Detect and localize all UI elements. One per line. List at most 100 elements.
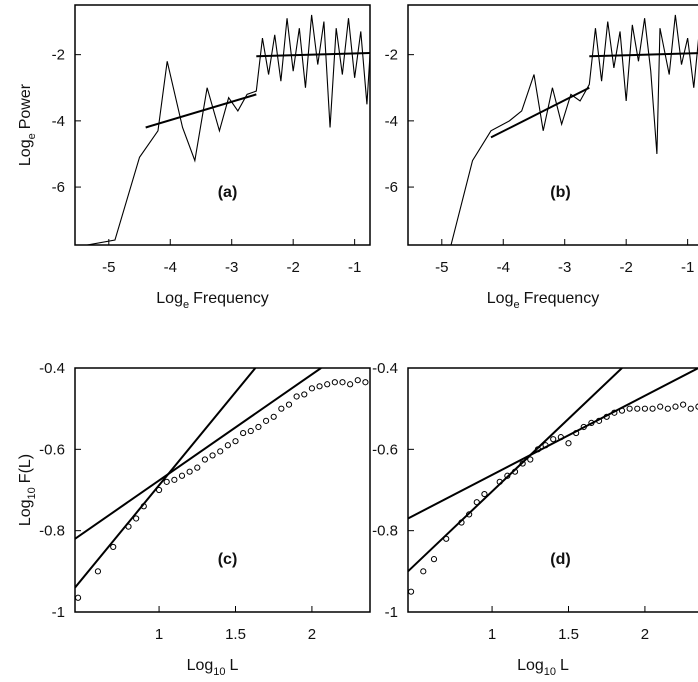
data-point <box>527 456 534 463</box>
data-point <box>232 438 239 445</box>
fit-line <box>145 93 257 129</box>
data-point <box>133 515 140 522</box>
panel-label: (b) <box>550 184 570 201</box>
data-point <box>331 379 338 386</box>
data-point <box>194 464 201 471</box>
plot-frame <box>407 4 698 246</box>
data-point <box>247 427 254 435</box>
data-point <box>339 379 346 386</box>
y-axis-label: Log10 F(L) <box>17 454 38 526</box>
y-tick-label: -1 <box>385 604 398 621</box>
plot-area <box>84 14 370 245</box>
data-point <box>178 472 186 479</box>
fit-line <box>75 368 322 540</box>
x-axis-label-part: Log <box>156 290 183 307</box>
x-tick-label: -4 <box>497 259 510 276</box>
fit-line <box>589 52 698 58</box>
data-point <box>163 478 170 485</box>
panel-label: (a) <box>218 184 238 201</box>
y-tick-label: -0.6 <box>372 441 398 458</box>
data-point <box>110 543 117 551</box>
x-axis-label-part: Frequency <box>193 290 269 307</box>
x-tick-label: -5 <box>102 259 115 276</box>
x-tick-label: -2 <box>620 259 633 276</box>
data-point <box>420 568 427 575</box>
data-point <box>408 588 415 595</box>
x-tick-label: -5 <box>435 259 448 276</box>
data-point <box>240 429 247 437</box>
data-point <box>550 436 557 443</box>
data-point <box>687 405 694 412</box>
x-axis-label-part: Log <box>487 290 514 307</box>
x-axis-label: Log10 L <box>517 657 569 678</box>
y-tick-label: -0.4 <box>39 360 65 377</box>
fit-line <box>256 52 370 58</box>
x-axis-label-part: Frequency <box>524 290 600 307</box>
fit-line <box>408 368 698 520</box>
data-point <box>634 405 641 412</box>
y-tick-label: -6 <box>52 179 65 196</box>
fit-line <box>75 368 257 589</box>
data-point <box>94 568 102 575</box>
x-axis-label-sub: 10 <box>544 666 556 678</box>
x-tick-label: 1.5 <box>558 626 579 643</box>
data-point <box>270 413 277 420</box>
y-tick-label: -2 <box>52 47 65 64</box>
x-axis-label-sub: 10 <box>213 666 225 678</box>
data-point <box>209 452 216 459</box>
x-axis-label: Log10 L <box>187 657 239 678</box>
data-point <box>217 448 224 455</box>
data-point <box>301 391 308 398</box>
x-tick-label: 2 <box>641 626 649 643</box>
x-axis-label: Loge Frequency <box>156 290 268 311</box>
data-point <box>308 385 316 392</box>
x-axis-label-part: L <box>230 657 239 674</box>
x-tick-label: 1.5 <box>225 626 246 643</box>
y-tick-label: -4 <box>385 113 398 130</box>
data-line <box>84 14 370 245</box>
x-axis-label-part: Log <box>187 657 214 674</box>
y-tick-label: -1 <box>52 604 65 621</box>
plot-frame <box>407 367 698 613</box>
y-tick-label: -0.8 <box>39 523 65 540</box>
x-tick-label: -2 <box>287 259 300 276</box>
y-tick-label: -0.6 <box>39 441 65 458</box>
x-tick-label: 1 <box>155 626 163 643</box>
plot-area <box>75 368 369 601</box>
data-point <box>316 383 323 390</box>
y-axis-label-sub: e <box>26 133 38 139</box>
y-tick-label: -0.8 <box>372 523 398 540</box>
y-tick-label: -2 <box>385 47 398 64</box>
data-point <box>171 476 178 483</box>
data-point <box>565 440 572 447</box>
x-tick-label: -1 <box>348 259 361 276</box>
data-point <box>75 594 82 601</box>
x-axis-label-sub: e <box>513 299 519 311</box>
data-line <box>450 14 698 245</box>
data-point <box>201 456 209 463</box>
plot-frame <box>74 4 371 246</box>
y-axis-label-part: Log <box>17 139 34 166</box>
x-tick-label: -4 <box>164 259 177 276</box>
data-point <box>649 405 656 412</box>
data-point <box>347 381 354 388</box>
data-point <box>278 405 285 412</box>
data-point <box>626 405 633 412</box>
y-tick-label: -6 <box>385 179 398 196</box>
plot-area <box>408 368 698 595</box>
y-axis-label-part: Power <box>17 83 34 129</box>
data-point <box>262 417 270 424</box>
data-point <box>285 401 293 408</box>
data-point <box>695 403 698 410</box>
panel-label: (d) <box>550 551 570 568</box>
x-axis-label: Loge Frequency <box>487 290 599 311</box>
data-point <box>324 381 331 388</box>
data-point <box>657 403 664 410</box>
y-tick-label: -0.4 <box>372 360 398 377</box>
y-axis-label-sub: 10 <box>26 487 38 499</box>
x-tick-label: 1 <box>488 626 496 643</box>
x-tick-label: -1 <box>681 259 694 276</box>
data-point <box>354 377 361 384</box>
